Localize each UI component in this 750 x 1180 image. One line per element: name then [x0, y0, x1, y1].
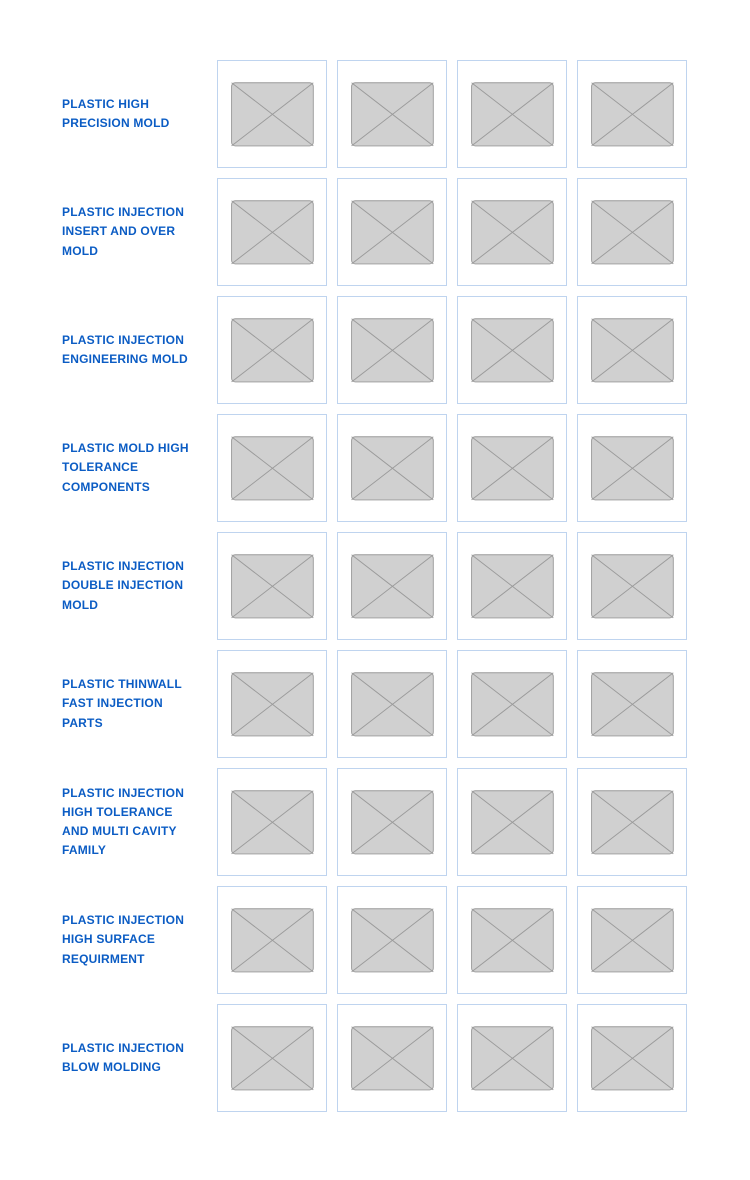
- thumb-strip: [217, 886, 687, 994]
- product-thumb[interactable]: [217, 650, 327, 758]
- thumb-strip: [217, 532, 687, 640]
- category-label[interactable]: PLASTIC THINWALL FAST INJECTION PARTS: [62, 675, 207, 733]
- product-thumb[interactable]: [337, 414, 447, 522]
- thumb-strip: [217, 414, 687, 522]
- product-thumb[interactable]: [217, 768, 327, 876]
- catalog-row: PLASTIC INJECTION HIGH TOLERANCE AND MUL…: [62, 768, 688, 876]
- product-thumb[interactable]: [457, 414, 567, 522]
- product-thumb[interactable]: [577, 178, 687, 286]
- product-thumb[interactable]: [577, 296, 687, 404]
- product-thumb[interactable]: [457, 60, 567, 168]
- product-thumb[interactable]: [577, 650, 687, 758]
- product-thumb[interactable]: [217, 414, 327, 522]
- product-thumb[interactable]: [577, 886, 687, 994]
- category-label[interactable]: PLASTIC INJECTION ENGINEERING MOLD: [62, 331, 207, 369]
- category-label[interactable]: PLASTIC INJECTION DOUBLE INJECTION MOLD: [62, 557, 207, 615]
- catalog-row: PLASTIC THINWALL FAST INJECTION PARTS: [62, 650, 688, 758]
- product-thumb[interactable]: [217, 178, 327, 286]
- product-thumb[interactable]: [337, 178, 447, 286]
- thumb-strip: [217, 178, 687, 286]
- catalog-row: PLASTIC HIGH PRECISION MOLD: [62, 60, 688, 168]
- product-thumb[interactable]: [337, 650, 447, 758]
- catalog-row: PLASTIC MOLD HIGH TOLERANCE COMPONENTS: [62, 414, 688, 522]
- product-thumb[interactable]: [577, 1004, 687, 1112]
- category-label[interactable]: PLASTIC INJECTION HIGH SURFACE REQUIRMEN…: [62, 911, 207, 969]
- thumb-strip: [217, 296, 687, 404]
- catalog-row: PLASTIC INJECTION DOUBLE INJECTION MOLD: [62, 532, 688, 640]
- catalog-row: PLASTIC INJECTION BLOW MOLDING: [62, 1004, 688, 1112]
- product-thumb[interactable]: [457, 768, 567, 876]
- product-thumb[interactable]: [577, 60, 687, 168]
- product-thumb[interactable]: [337, 532, 447, 640]
- product-thumb[interactable]: [457, 1004, 567, 1112]
- product-thumb[interactable]: [337, 1004, 447, 1112]
- product-thumb[interactable]: [457, 650, 567, 758]
- catalog-row: PLASTIC INJECTION ENGINEERING MOLD: [62, 296, 688, 404]
- product-thumb[interactable]: [217, 1004, 327, 1112]
- product-thumb[interactable]: [337, 768, 447, 876]
- thumb-strip: [217, 768, 687, 876]
- thumb-strip: [217, 1004, 687, 1112]
- product-thumb[interactable]: [457, 886, 567, 994]
- product-thumb[interactable]: [217, 532, 327, 640]
- product-thumb[interactable]: [217, 296, 327, 404]
- category-label[interactable]: PLASTIC INJECTION BLOW MOLDING: [62, 1039, 207, 1077]
- category-label[interactable]: PLASTIC MOLD HIGH TOLERANCE COMPONENTS: [62, 439, 207, 497]
- thumb-strip: [217, 650, 687, 758]
- product-thumb[interactable]: [577, 768, 687, 876]
- product-thumb[interactable]: [337, 296, 447, 404]
- thumb-strip: [217, 60, 687, 168]
- product-thumb[interactable]: [577, 532, 687, 640]
- product-thumb[interactable]: [577, 414, 687, 522]
- product-thumb[interactable]: [457, 532, 567, 640]
- category-label[interactable]: PLASTIC HIGH PRECISION MOLD: [62, 95, 207, 133]
- catalog-row: PLASTIC INJECTION INSERT AND OVER MOLD: [62, 178, 688, 286]
- product-thumb[interactable]: [457, 296, 567, 404]
- category-label[interactable]: PLASTIC INJECTION HIGH TOLERANCE AND MUL…: [62, 784, 207, 861]
- category-label[interactable]: PLASTIC INJECTION INSERT AND OVER MOLD: [62, 203, 207, 261]
- product-thumb[interactable]: [337, 60, 447, 168]
- product-thumb[interactable]: [337, 886, 447, 994]
- catalog-row: PLASTIC INJECTION HIGH SURFACE REQUIRMEN…: [62, 886, 688, 994]
- product-thumb[interactable]: [217, 886, 327, 994]
- product-thumb[interactable]: [217, 60, 327, 168]
- product-thumb[interactable]: [457, 178, 567, 286]
- product-catalog: PLASTIC HIGH PRECISION MOLD PLASTIC INJEC…: [62, 60, 688, 1112]
